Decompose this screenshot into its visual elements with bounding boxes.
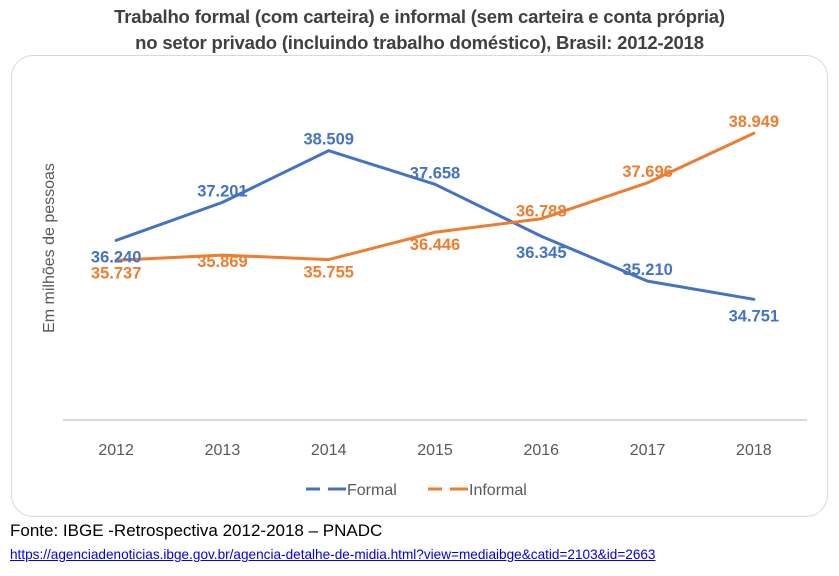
x-tick-label: 2013 — [205, 442, 241, 459]
source-text: Fonte: IBGE -Retrospectiva 2012-2018 – P… — [10, 521, 383, 540]
data-label-formal: 38.509 — [303, 131, 353, 149]
data-label-formal: 35.210 — [622, 261, 672, 279]
x-tick-label: 2014 — [311, 442, 347, 459]
legend-item-informal[interactable]: Informal — [428, 482, 527, 499]
x-tick-label: 2016 — [523, 442, 559, 459]
data-label-informal: 35.737 — [91, 264, 141, 282]
chart-frame — [11, 55, 828, 517]
data-label-informal: 35.755 — [303, 264, 353, 282]
y-axis-label: Em milhões de pessoas — [41, 163, 58, 333]
chart-title: Trabalho formal (com carteira) e informa… — [0, 4, 839, 56]
data-label-informal: 36.788 — [516, 203, 566, 221]
chart-title-line-1: Trabalho formal (com carteira) e informa… — [114, 6, 725, 27]
data-label-informal: 36.446 — [410, 236, 460, 254]
x-tick-label: 2018 — [736, 442, 772, 459]
data-label-informal: 35.869 — [197, 253, 247, 271]
data-label-formal: 36.345 — [516, 244, 566, 262]
x-tick-label: 2012 — [98, 442, 134, 459]
x-tick-label: 2015 — [417, 442, 453, 459]
legend-item-formal[interactable]: Formal — [306, 482, 397, 499]
data-label-formal: 34.751 — [729, 307, 779, 325]
data-label-formal: 37.658 — [410, 164, 460, 182]
source-link[interactable]: https://agenciadenoticias.ibge.gov.br/ag… — [10, 547, 656, 562]
data-label-informal: 38.949 — [729, 113, 779, 131]
legend-label-informal: Informal — [469, 482, 527, 499]
data-label-informal: 37.696 — [622, 163, 672, 181]
data-label-formal: 37.201 — [197, 182, 247, 200]
legend-label-formal: Formal — [347, 482, 397, 499]
series-line-informal — [114, 131, 756, 262]
data-label-formal: 36.240 — [91, 248, 141, 266]
series-line-formal — [114, 149, 756, 301]
chart-title-line-2: no setor privado (incluindo trabalho dom… — [135, 32, 704, 53]
x-tick-label: 2017 — [630, 442, 666, 459]
